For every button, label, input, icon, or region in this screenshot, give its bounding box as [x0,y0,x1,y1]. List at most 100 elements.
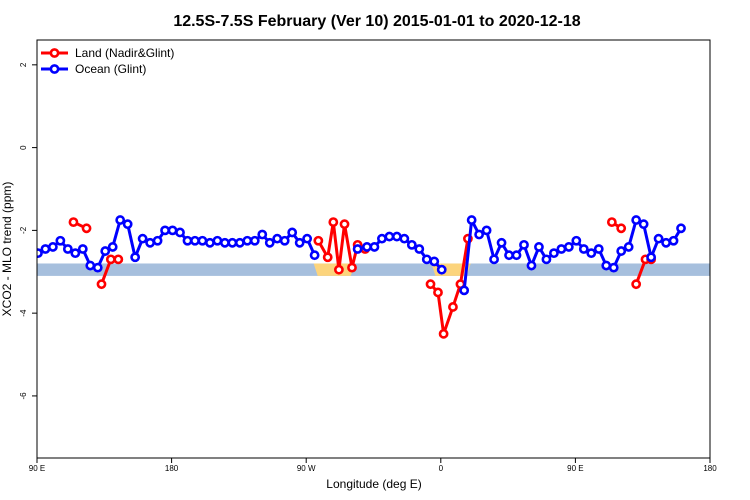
data-point [347,262,357,273]
data-point [638,219,649,230]
data-point [489,254,499,265]
data-point [309,250,320,261]
data-point [197,235,208,246]
data-point [70,248,81,259]
data-point [249,235,260,246]
data-point [631,215,642,225]
data-point [511,250,522,261]
data-point [190,235,200,246]
data-point [37,248,43,259]
data-point [606,217,617,227]
data-point [339,219,350,230]
data-point [526,260,537,271]
legend: Land (Nadir&Glint) Ocean (Glint) [41,46,174,76]
data-point [234,237,245,248]
legend-swatch-marker [49,64,60,74]
data-point [459,285,470,296]
y-tick-label: 2 [19,62,28,67]
data-point [130,252,141,263]
data-point [414,244,425,254]
data-point [105,254,116,265]
data-point [227,237,238,248]
data-point [631,279,642,290]
data-point [272,233,283,244]
data-point [586,248,597,259]
data-point [578,244,589,254]
plot-area [37,215,710,339]
data-point [81,223,92,234]
data-point [96,279,107,290]
data-point [646,252,657,263]
data-point [436,264,447,275]
data-point [219,237,230,248]
data-point [205,237,215,248]
data-point [448,302,458,312]
data-point [466,215,477,225]
legend-item: Land (Nadir&Glint) [41,46,174,60]
data-point [313,235,324,246]
data-point [406,239,417,250]
data-point [100,246,111,256]
ocean-band [37,263,710,276]
data-point [115,215,126,225]
data-point [668,235,679,246]
data-point [212,235,223,246]
data-point [653,233,664,244]
x-tick-label: 90 E [567,464,583,473]
plot-frame [36,39,711,459]
data-point [429,256,440,267]
data-point [107,242,118,252]
data-point [481,225,492,236]
x-axis-label: Longitude (deg E) [326,477,421,491]
data-point [352,244,363,254]
data-point [549,248,559,259]
y-tick-label: -4 [19,309,28,317]
chart-title: 12.5S-7.5S February (Ver 10) 2015-01-01 … [173,13,580,30]
y-tick-label: 0 [19,145,28,150]
data-point [556,244,567,254]
data-point [384,231,395,242]
data-point [77,244,88,254]
x-tick-label: 180 [165,464,179,473]
data-point [145,237,156,248]
data-point [113,254,124,265]
data-point [519,239,529,250]
data-point [257,229,268,240]
y-axis: 2 0 -2 -4 -6 [19,62,37,399]
data-point [425,279,436,290]
data-point [294,237,305,248]
data-point [661,237,671,248]
y-tick-label: -2 [19,226,28,234]
data-point [122,219,133,230]
data-point [47,242,58,252]
data-point [287,227,298,238]
series-ocean [37,215,686,296]
data-point [334,264,344,275]
data-point [438,328,449,339]
data-point [601,260,612,271]
data-point [496,237,507,248]
x-tick-label: 0 [439,464,444,473]
data-point [616,223,627,234]
x-tick-label: 90 W [297,464,316,473]
data-point [623,242,634,252]
data-point [55,235,66,246]
data-point [92,262,103,273]
data-point [302,233,313,244]
data-point [264,237,275,248]
data-point [279,235,290,246]
x-axis: 90 E 180 90 W 0 90 E 180 [29,458,717,473]
data-point [137,233,148,244]
data-point [616,246,627,256]
data-point [242,235,253,246]
series-land [68,217,657,339]
legend-label: Land (Nadir&Glint) [75,46,174,60]
y-axis-label: XCO2 - MLO trend (ppm) [0,182,14,317]
x-tick-label: 180 [703,464,717,473]
data-point [433,287,443,298]
legend-label: Ocean (Glint) [75,62,146,76]
data-point [152,235,163,246]
data-point [563,242,574,252]
data-point [399,233,410,244]
